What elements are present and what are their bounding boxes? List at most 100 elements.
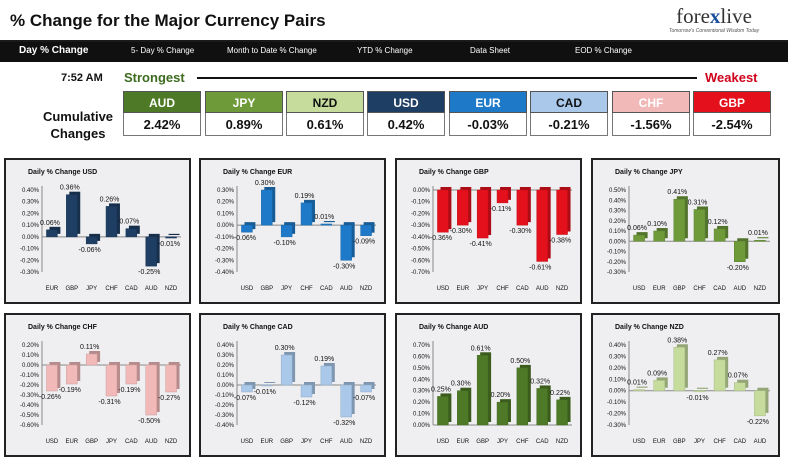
bar (713, 228, 726, 242)
bar-nzd (556, 187, 571, 235)
y-tick-label: 0.10% (217, 211, 235, 217)
bar (320, 365, 333, 386)
chart-title: Daily % Change CAD (223, 324, 293, 331)
bar-aud (733, 238, 749, 262)
bar (125, 364, 138, 385)
x-tick-label: USD (633, 439, 646, 445)
x-tick-label: JPY (694, 439, 705, 445)
y-tick-label: -0.30% (215, 258, 235, 264)
y-tick-label: 0.30% (609, 209, 627, 215)
currency-cumulative-value: -0.03% (449, 113, 527, 136)
chart-panel-aud: Daily % Change AUD 0.00% 0.10% 0.20% 0.30% 0.… (395, 313, 582, 457)
x-tick-label: NZD (360, 286, 373, 292)
bar (360, 384, 372, 393)
bar (437, 189, 449, 233)
bar-chf (516, 364, 531, 426)
bar (556, 189, 568, 235)
y-tick-label: -0.40% (215, 423, 235, 429)
bar (280, 224, 293, 238)
currency-box-nzd: NZD 0.61% (286, 91, 364, 137)
bar-usd (437, 393, 452, 426)
bar-depth (636, 386, 648, 388)
data-label: 0.01% (748, 230, 768, 237)
nav-day-change[interactable]: Day % Change (19, 45, 89, 56)
nav-data-sheet[interactable]: Data Sheet (470, 46, 511, 55)
data-label: -0.26% (39, 394, 61, 401)
data-label: -0.09% (353, 239, 375, 246)
bar-usd (241, 382, 256, 393)
x-tick-label: CAD (125, 439, 138, 445)
y-tick-label: 0.40% (217, 343, 235, 349)
y-tick-label: -0.40% (411, 235, 431, 241)
bar (556, 399, 568, 426)
logo-tagline: Tomorrow's Conventional Wisdom Today (668, 28, 760, 34)
bar (693, 390, 706, 393)
x-tick-label: JPY (301, 439, 312, 445)
data-label: -0.01% (686, 395, 708, 402)
x-tick-label: NZD (556, 439, 569, 445)
data-label: -0.07% (353, 395, 375, 402)
y-tick-label: 0.40% (609, 343, 627, 349)
data-label: 0.30% (255, 180, 275, 187)
chart-title: Daily % Change USD (28, 169, 97, 176)
x-tick-label: JPY (281, 286, 292, 292)
bar-cad (733, 379, 749, 391)
currency-box-chf: CHF -1.56% (612, 91, 690, 137)
nav-month-to-date[interactable]: Month to Date % Change (227, 46, 317, 55)
y-tick-label: -0.20% (20, 383, 40, 389)
data-label: -0.19% (59, 387, 81, 394)
bar (145, 236, 157, 267)
data-label: -0.10% (274, 240, 296, 247)
y-tick-label: -0.50% (411, 247, 431, 253)
bar-jpy (476, 187, 492, 239)
bar-gbp (673, 344, 688, 391)
y-tick-label: -0.40% (215, 270, 235, 276)
chart-title: Daily % Change GBP (419, 169, 489, 176)
bar-cad (125, 225, 140, 238)
x-tick-label: EUR (456, 439, 469, 445)
nav-ytd-change[interactable]: YTD % Change (357, 46, 413, 55)
timestamp: 7:52 AM (61, 72, 103, 84)
y-tick-label: 0.00% (22, 235, 40, 241)
x-tick-label: CHF (713, 439, 726, 445)
data-label: -0.31% (98, 399, 120, 406)
chart-panel-chf: Daily % Change CHF -0.60% -0.50% -0.40% -0.3… (4, 313, 191, 457)
bar (516, 367, 529, 426)
bar (653, 380, 666, 391)
y-tick-label: -0.20% (607, 412, 627, 418)
chart-panel-cad: Daily % Change CAD -0.40% -0.30% -0.20% -0.1… (199, 313, 386, 457)
bar (653, 230, 666, 242)
x-tick-label: GBP (85, 439, 98, 445)
data-label: 0.32% (530, 378, 550, 385)
y-tick-label: 0.00% (217, 223, 235, 229)
x-tick-label: GBP (260, 286, 273, 292)
y-tick-label: 0.50% (413, 366, 431, 372)
y-tick-label: 0.00% (609, 239, 627, 245)
x-tick-label: NZD (556, 286, 569, 292)
y-tick-label: 0.20% (609, 219, 627, 225)
y-tick-label: 0.70% (413, 343, 431, 349)
forexlive-logo[interactable]: forexlive Tomorrow's Conventional Wisdom… (654, 4, 774, 38)
data-label: 0.06% (627, 225, 647, 232)
chart-jpy: Daily % Change JPY -0.30% -0.20% -0.10% 0.00… (607, 169, 770, 292)
y-tick-label: -0.70% (411, 270, 431, 276)
data-label: -0.22% (747, 419, 769, 426)
x-tick-label: EUR (46, 286, 59, 292)
x-tick-label: AUD (145, 439, 158, 445)
y-tick-label: -0.10% (20, 373, 40, 379)
y-tick-label: 0.00% (413, 188, 431, 194)
data-label: -0.11% (490, 206, 512, 213)
data-label: 0.07% (728, 373, 748, 380)
bar (165, 364, 177, 393)
bar-jpy (496, 399, 511, 426)
x-tick-label: CHF (496, 286, 509, 292)
bar (300, 202, 313, 226)
nav-5day-change[interactable]: 5- Day % Change (131, 46, 195, 55)
currency-code: GBP (693, 91, 771, 113)
nav-eod-change[interactable]: EOD % Change (575, 46, 632, 55)
bar (46, 229, 58, 238)
bar-depth (264, 382, 276, 383)
x-tick-label: CHF (516, 439, 529, 445)
data-label: -0.38% (549, 238, 571, 245)
x-tick-label: USD (633, 286, 646, 292)
